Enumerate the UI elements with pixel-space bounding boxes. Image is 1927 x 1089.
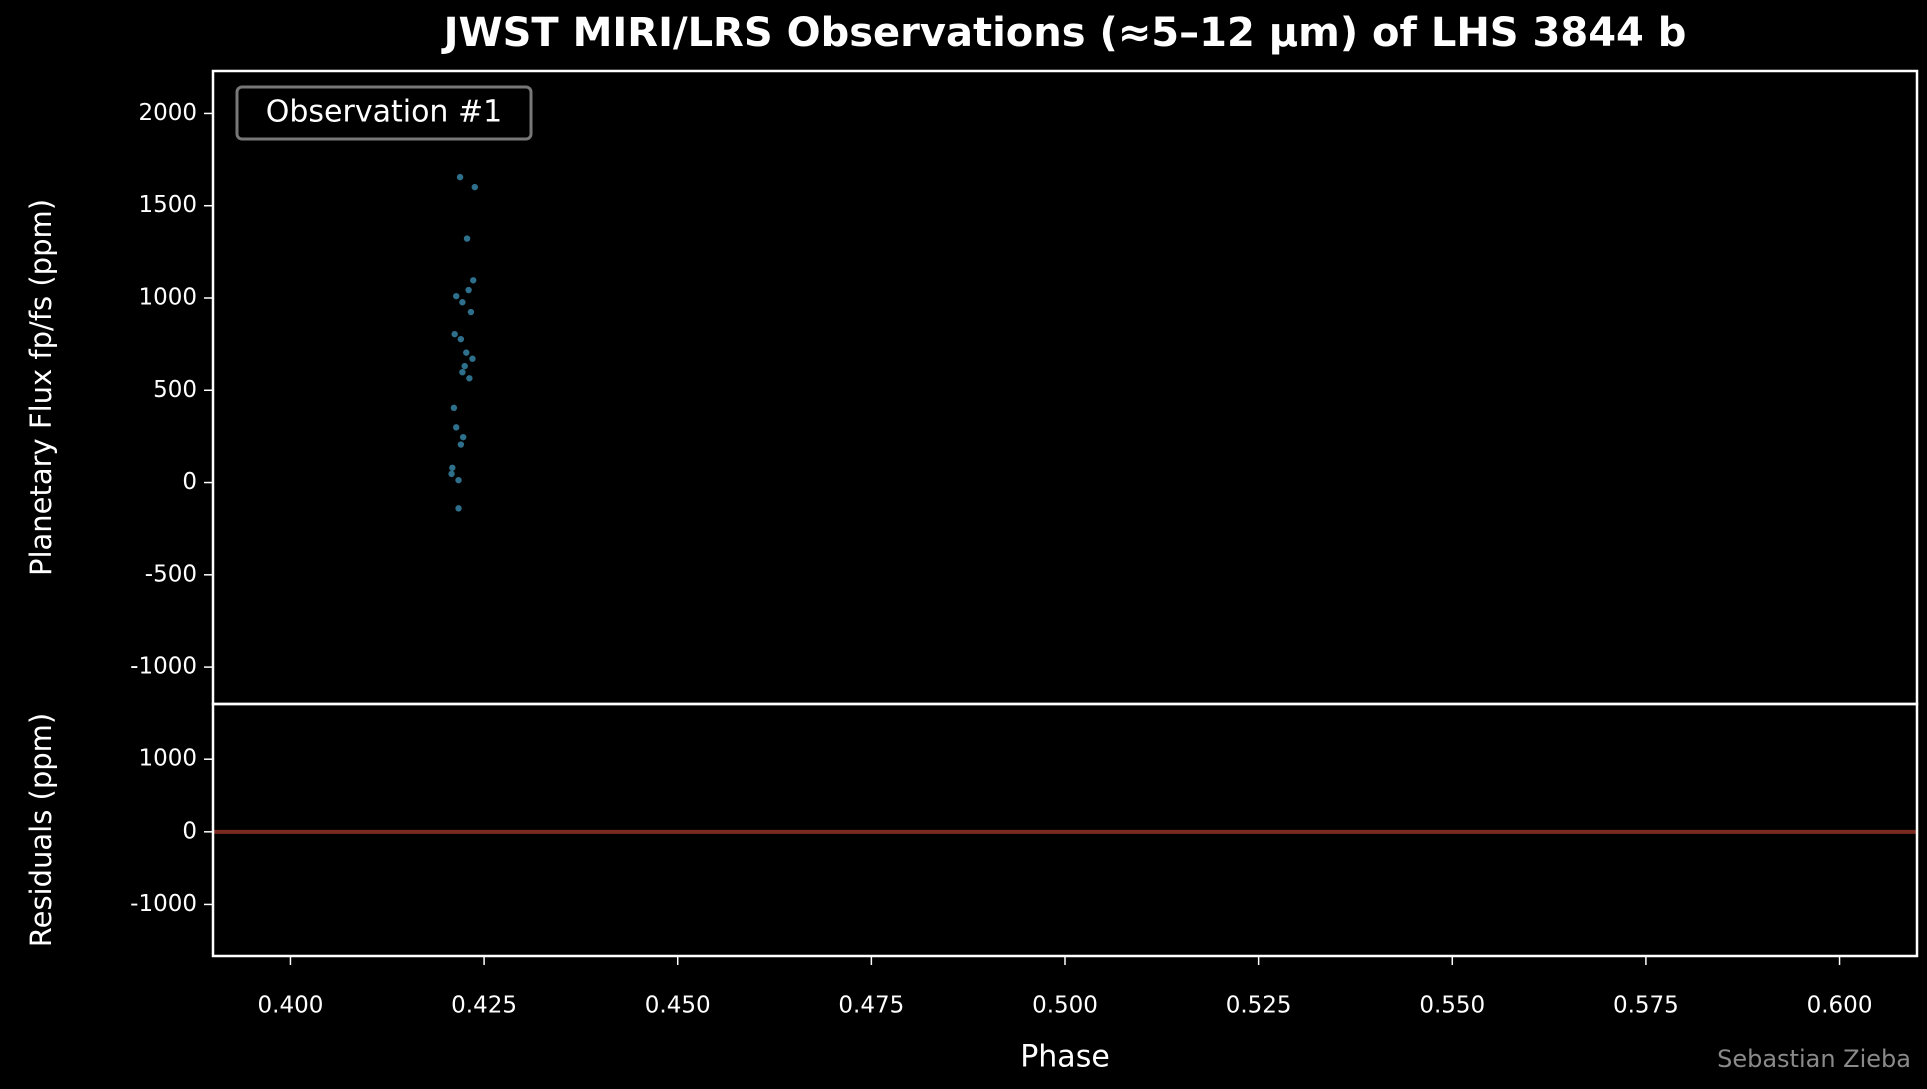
data-point bbox=[467, 308, 475, 316]
y-tick-label: -500 bbox=[145, 561, 197, 587]
data-point bbox=[459, 433, 467, 441]
plot-frame bbox=[211, 702, 1919, 958]
data-point bbox=[456, 173, 464, 181]
data-point bbox=[449, 464, 456, 471]
annotation-box bbox=[235, 85, 533, 141]
data-point bbox=[451, 330, 458, 338]
data-point bbox=[455, 505, 462, 512]
x-tick-label: 0.400 bbox=[258, 993, 324, 1019]
x-tick-label: 0.450 bbox=[645, 993, 711, 1019]
x-tick-label: 0.600 bbox=[1807, 993, 1873, 1019]
data-point bbox=[463, 349, 470, 356]
y-tick-label: 1000 bbox=[138, 284, 197, 310]
chart-title: JWST MIRI/LRS Observations (≈5–12 µm) of… bbox=[441, 10, 1687, 56]
data-point bbox=[459, 299, 466, 306]
data-point bbox=[457, 335, 465, 343]
y-tick-label: -1000 bbox=[130, 891, 197, 917]
data-point bbox=[466, 375, 473, 382]
y-tick-label: 1000 bbox=[138, 746, 197, 772]
data-point bbox=[465, 286, 472, 294]
x-tick-label: 0.475 bbox=[838, 993, 904, 1019]
x-tick-label: 0.525 bbox=[1226, 993, 1292, 1019]
data-point bbox=[453, 292, 460, 300]
x-tick-label: 0.500 bbox=[1032, 993, 1098, 1019]
data-point bbox=[448, 470, 455, 478]
y-axis-label: Planetary Flux fp/fs (ppm) bbox=[24, 199, 58, 576]
data-point bbox=[457, 441, 465, 448]
y-tick-label: 0 bbox=[182, 818, 197, 844]
x-tick-label: 0.550 bbox=[1419, 993, 1485, 1019]
data-point bbox=[450, 404, 458, 412]
data-point bbox=[459, 368, 466, 376]
data-point bbox=[461, 362, 468, 370]
y-tick-label: -1000 bbox=[130, 654, 197, 680]
data-point bbox=[453, 424, 460, 431]
annotation: Observation #1 bbox=[266, 95, 502, 130]
y-tick-label: 0 bbox=[182, 469, 197, 495]
x-axis-label: Phase bbox=[1020, 1040, 1110, 1075]
data-point bbox=[455, 476, 462, 484]
data-point bbox=[469, 355, 476, 362]
y-tick-label: 500 bbox=[153, 377, 197, 403]
y-tick-label: 1500 bbox=[138, 192, 197, 218]
data-point bbox=[471, 183, 478, 191]
x-tick-label: 0.575 bbox=[1613, 993, 1679, 1019]
y-axis-label: Residuals (ppm) bbox=[24, 713, 58, 948]
data-point bbox=[470, 277, 477, 284]
credit: Sebastian Zieba bbox=[1717, 1045, 1911, 1073]
data-point bbox=[463, 235, 471, 242]
x-tick-label: 0.425 bbox=[451, 993, 517, 1019]
y-tick-label: 2000 bbox=[138, 100, 197, 126]
